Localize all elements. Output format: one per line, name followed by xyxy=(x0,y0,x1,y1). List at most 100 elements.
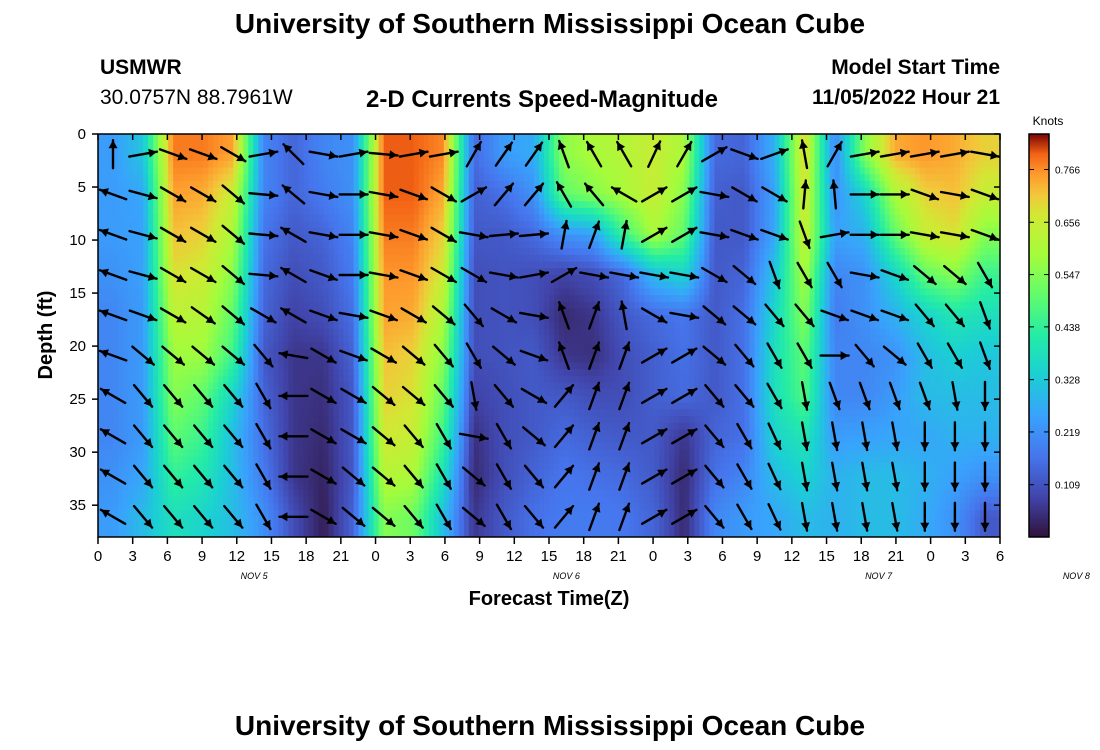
heatmap-cell xyxy=(118,140,124,149)
heatmap-cell xyxy=(308,288,315,296)
heatmap-cell xyxy=(774,301,781,310)
heatmap-cell xyxy=(323,181,330,189)
heatmap-cell xyxy=(769,234,776,243)
heatmap-cell xyxy=(313,301,320,310)
heatmap-cell xyxy=(639,207,645,216)
heatmap-cell xyxy=(343,288,350,296)
heatmap-cell xyxy=(398,154,405,162)
heatmap-cell xyxy=(629,281,635,290)
heatmap-cell xyxy=(784,160,791,169)
heatmap-cell xyxy=(809,288,816,296)
heatmap-cell xyxy=(143,228,149,236)
heatmap-cell xyxy=(584,308,590,316)
heatmap-cell xyxy=(158,134,164,142)
heatmap-cell xyxy=(143,147,149,155)
heatmap-cell xyxy=(273,201,279,209)
heatmap-cell xyxy=(478,207,485,216)
heatmap-cell xyxy=(804,254,811,263)
heatmap-cell xyxy=(844,160,851,169)
heatmap-cell xyxy=(654,241,660,249)
heatmap-cell xyxy=(123,261,129,269)
heatmap-cell xyxy=(654,147,660,155)
heatmap-cell xyxy=(543,295,550,303)
heatmap-cell xyxy=(694,140,700,149)
heatmap-cell xyxy=(599,221,605,229)
heatmap-cell xyxy=(869,261,876,269)
heatmap-cell xyxy=(463,207,470,216)
heatmap-cell xyxy=(183,147,189,155)
heatmap-cell xyxy=(263,160,269,169)
heatmap-cell xyxy=(338,140,345,149)
heatmap-cell xyxy=(463,254,470,263)
heatmap-cell xyxy=(283,181,290,189)
heatmap-cell xyxy=(664,160,670,169)
heatmap-cell xyxy=(368,315,375,323)
heatmap-cell xyxy=(854,295,861,303)
heatmap-cell xyxy=(138,181,144,189)
heatmap-cell xyxy=(954,167,961,175)
heatmap-cell xyxy=(974,167,981,175)
heatmap-cell xyxy=(824,301,831,310)
heatmap-cell xyxy=(118,174,124,182)
heatmap-cell xyxy=(313,261,320,269)
heatmap-cell xyxy=(428,301,435,310)
heatmap-cell xyxy=(448,134,455,142)
heatmap-cell xyxy=(243,228,249,236)
heatmap-cell xyxy=(288,228,295,236)
heatmap-cell xyxy=(113,261,119,269)
heatmap-cell xyxy=(328,301,335,310)
heatmap-cell xyxy=(248,134,254,142)
heatmap-cell xyxy=(513,207,520,216)
heatmap-cell xyxy=(619,207,625,216)
heatmap-cell xyxy=(238,140,244,149)
heatmap-cell xyxy=(463,241,470,249)
heatmap-cell xyxy=(228,214,234,222)
heatmap-cell xyxy=(223,140,229,149)
heatmap-cell xyxy=(769,187,776,196)
heatmap-cell xyxy=(614,315,620,323)
heatmap-cell xyxy=(564,140,570,149)
heatmap-cell xyxy=(694,241,700,249)
heatmap-cell xyxy=(744,221,751,229)
heatmap-cell xyxy=(213,254,219,263)
heatmap-cell xyxy=(303,221,310,229)
heatmap-cell xyxy=(198,214,204,222)
heatmap-cell xyxy=(989,187,996,196)
heatmap-cell xyxy=(373,207,380,216)
heatmap-cell xyxy=(383,147,390,155)
heatmap-cell xyxy=(894,207,901,216)
heatmap-cell xyxy=(463,167,470,175)
heatmap-cell xyxy=(433,288,440,296)
heatmap-cell xyxy=(168,315,174,323)
heatmap-cell xyxy=(448,201,455,209)
heatmap-cell xyxy=(418,174,425,182)
heatmap-cell xyxy=(518,281,525,290)
heatmap-cell xyxy=(508,147,515,155)
heatmap-cell xyxy=(403,167,410,175)
heatmap-cell xyxy=(769,134,776,142)
heatmap-cell xyxy=(488,140,495,149)
heatmap-cell xyxy=(178,160,184,169)
heatmap-cell xyxy=(724,134,730,142)
heatmap-cell xyxy=(278,214,285,222)
heatmap-cell xyxy=(894,187,901,196)
heatmap-cell xyxy=(313,315,320,323)
heatmap-cell xyxy=(293,275,300,283)
heatmap-cell xyxy=(243,308,249,316)
heatmap-cell xyxy=(463,201,470,209)
heatmap-cell xyxy=(674,275,680,283)
heatmap-cell xyxy=(854,214,861,222)
heatmap-cell xyxy=(333,134,340,142)
heatmap-cell xyxy=(959,228,966,236)
heatmap-cell xyxy=(223,228,229,236)
heatmap-cell xyxy=(994,154,1000,162)
heatmap-cell xyxy=(308,241,315,249)
heatmap-cell xyxy=(363,221,370,229)
heatmap-cell xyxy=(944,201,951,209)
heatmap-cell xyxy=(353,268,360,276)
heatmap-cell xyxy=(343,160,350,169)
heatmap-cell xyxy=(288,254,295,263)
heatmap-cell xyxy=(448,281,455,290)
heatmap-cell xyxy=(483,315,490,323)
heatmap-cell xyxy=(844,275,851,283)
